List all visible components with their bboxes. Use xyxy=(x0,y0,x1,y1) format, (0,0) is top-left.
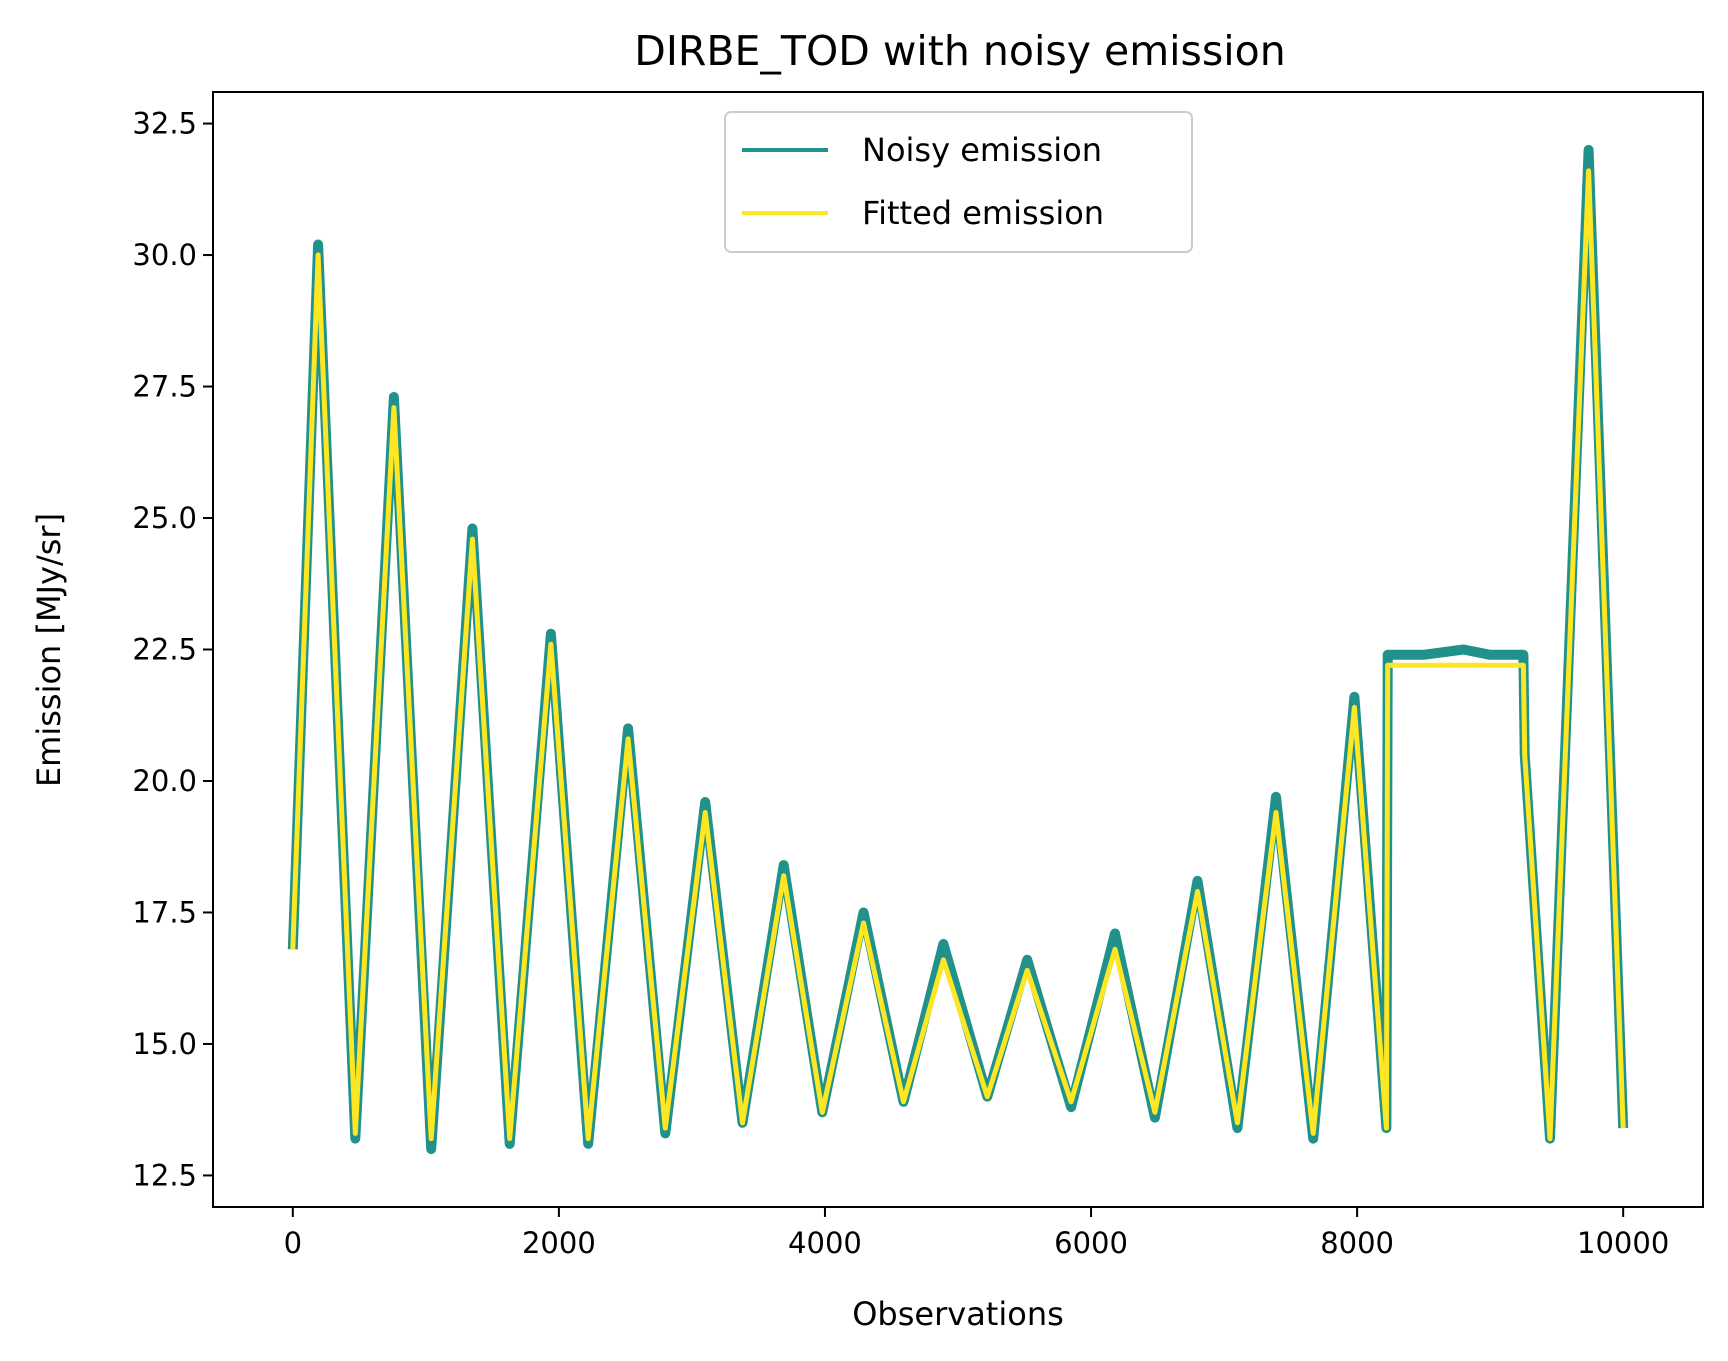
x-axis-label: Observations xyxy=(852,1295,1064,1333)
legend: Noisy emission Fitted emission xyxy=(724,111,1193,253)
y-tick-label: 25.0 xyxy=(132,501,197,535)
x-tick-label: 4000 xyxy=(788,1226,862,1260)
legend-label-noisy: Noisy emission xyxy=(862,131,1102,169)
y-tick-label: 15.0 xyxy=(132,1027,197,1061)
y-tick-label: 22.5 xyxy=(132,633,197,667)
y-tick-label: 32.5 xyxy=(132,107,197,141)
x-axis: 0 2000 4000 6000 8000 10000 xyxy=(284,1207,1669,1260)
y-tick-label: 30.0 xyxy=(132,238,197,272)
legend-box xyxy=(724,111,1193,253)
series-layer xyxy=(287,144,1629,1155)
y-tick-label: 17.5 xyxy=(132,895,197,929)
legend-label-fitted: Fitted emission xyxy=(862,194,1104,232)
series-line-fitted-emission xyxy=(290,168,1626,1142)
x-tick-label: 0 xyxy=(284,1226,302,1260)
y-axis: 12.5 15.0 17.5 20.0 22.5 25.0 27.5 30.0 32.5 xyxy=(132,107,213,1192)
y-tick-label: 12.5 xyxy=(132,1158,197,1192)
y-axis-label: Emission [MJy/sr] xyxy=(30,513,68,787)
x-tick-label: 2000 xyxy=(522,1226,596,1260)
y-tick-label: 20.0 xyxy=(132,764,197,798)
x-tick-label: 10000 xyxy=(1577,1226,1669,1260)
x-tick-label: 8000 xyxy=(1320,1226,1394,1260)
x-tick-label: 6000 xyxy=(1054,1226,1128,1260)
chart-title: DIRBE_TOD with noisy emission xyxy=(634,27,1285,75)
y-tick-label: 27.5 xyxy=(132,370,197,404)
